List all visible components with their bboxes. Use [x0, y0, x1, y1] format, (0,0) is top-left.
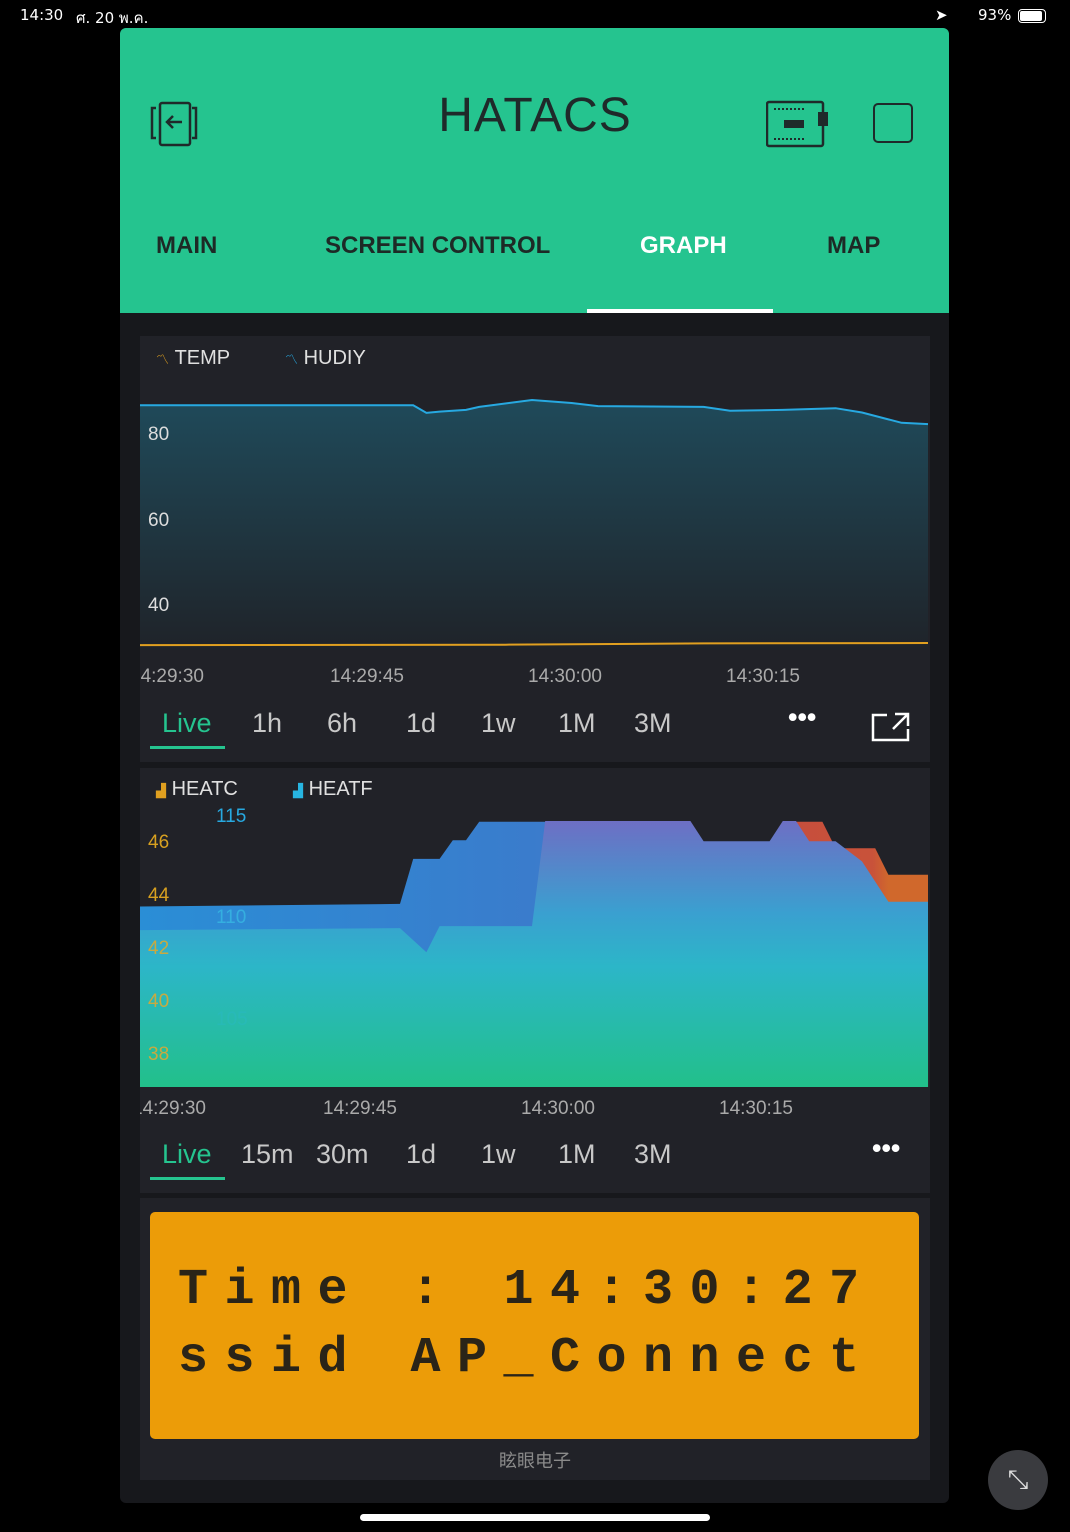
battery-icon: [1018, 9, 1046, 23]
range-live[interactable]: Live: [162, 1139, 212, 1169]
y-tick-left: 46: [148, 832, 170, 853]
x-axis: 14:29:30 14:29:45 14:30:00 14:30:15: [140, 666, 930, 692]
y-tick-left: 42: [148, 938, 170, 959]
y-tick: 60: [148, 510, 170, 531]
range-6h[interactable]: 6h: [327, 708, 358, 738]
range-1w[interactable]: 1w: [481, 708, 516, 738]
legend-hudiy[interactable]: 〽 HUDIY: [285, 347, 366, 370]
x-tick: 14:30:00: [528, 666, 602, 687]
range-3m[interactable]: 3M: [634, 708, 672, 738]
y-tick-left: 40: [148, 991, 170, 1012]
line-chart-icon: 〽: [285, 352, 299, 367]
legend-label: HEATF: [308, 778, 373, 800]
exit-icon[interactable]: [150, 100, 204, 148]
fullscreen-square-icon[interactable]: [873, 103, 913, 143]
legend-label: TEMP: [174, 347, 231, 369]
x-tick: 14:29:45: [323, 1098, 397, 1119]
area-chart-icon: ▟: [293, 783, 303, 798]
legend-temp[interactable]: 〽 TEMP: [156, 347, 230, 370]
legend-label: HEATC: [171, 778, 238, 800]
legend-label: HUDIY: [303, 347, 366, 369]
device-board-icon[interactable]: [766, 100, 830, 148]
x-tick: 14:29:45: [330, 666, 404, 687]
range-1m[interactable]: 1M: [558, 1139, 596, 1169]
tab-map[interactable]: MAP: [827, 232, 881, 259]
tab-screen-control[interactable]: SCREEN CONTROL: [325, 232, 551, 259]
y-tick-right: 115: [216, 806, 247, 827]
y-tick-right: 110: [216, 907, 247, 928]
x-tick: 14:29:30: [140, 666, 204, 687]
x-tick: 14:30:00: [521, 1098, 595, 1119]
more-icon[interactable]: •••: [788, 702, 817, 732]
y-tick-left: 44: [148, 885, 170, 906]
area-chart-icon: ▟: [156, 783, 166, 798]
range-active-indicator: [150, 746, 225, 749]
x-tick: 14:30:15: [719, 1098, 793, 1119]
temp-line: [140, 642, 929, 647]
y-tick-right: 105: [216, 1009, 248, 1030]
lcd-caption: 眩眼电子: [499, 1451, 571, 1472]
lcd-line-2: ssid AP_Connect: [178, 1330, 876, 1387]
range-live[interactable]: Live: [162, 708, 212, 738]
location-icon: ➤: [935, 6, 948, 24]
legend-heatf[interactable]: ▟ HEATF: [293, 778, 373, 801]
range-1m[interactable]: 1M: [558, 708, 596, 738]
range-1h[interactable]: 1h: [252, 708, 283, 738]
y-tick: 40: [148, 595, 170, 616]
tab-main[interactable]: MAIN: [156, 232, 218, 259]
y-tick-left: 38: [148, 1044, 170, 1065]
home-indicator: [360, 1514, 710, 1521]
line-chart-icon: 〽: [156, 352, 170, 367]
active-tab-indicator: [587, 309, 773, 313]
heatf-area: [140, 821, 929, 1087]
lcd-line-1: Time : 14:30:27: [178, 1262, 876, 1319]
export-icon[interactable]: [871, 712, 911, 742]
hudiy-line: [140, 398, 929, 426]
tab-graph[interactable]: GRAPH: [640, 232, 727, 259]
collapse-icon[interactable]: ⤡: [988, 1450, 1048, 1510]
y-tick: 80: [148, 424, 170, 445]
range-1d[interactable]: 1d: [406, 1139, 437, 1169]
x-tick: 14:29:30: [140, 1098, 206, 1119]
range-active-indicator: [150, 1177, 225, 1180]
legend-heatc[interactable]: ▟ HEATC: [156, 778, 238, 801]
graph2-plot[interactable]: [140, 800, 930, 1087]
header: [120, 28, 949, 313]
range-15m[interactable]: 15m: [241, 1139, 294, 1169]
more-icon[interactable]: •••: [872, 1133, 901, 1163]
x-tick: 14:30:15: [726, 666, 800, 687]
range-3m[interactable]: 3M: [634, 1139, 672, 1169]
status-date: ศ. 20 พ.ค.: [76, 9, 149, 27]
status-time: 14:30: [20, 6, 64, 24]
app-title: HATACS: [438, 89, 632, 142]
status-battery: 93%: [978, 6, 1012, 24]
lcd-display: [150, 1212, 919, 1439]
graph1-plot[interactable]: [140, 380, 930, 660]
x-axis: 14:29:30 14:29:45 14:30:00 14:30:15: [140, 1098, 930, 1124]
range-30m[interactable]: 30m: [316, 1139, 369, 1169]
range-1d[interactable]: 1d: [406, 708, 437, 738]
hudiy-area: [140, 400, 929, 650]
range-1w[interactable]: 1w: [481, 1139, 516, 1169]
